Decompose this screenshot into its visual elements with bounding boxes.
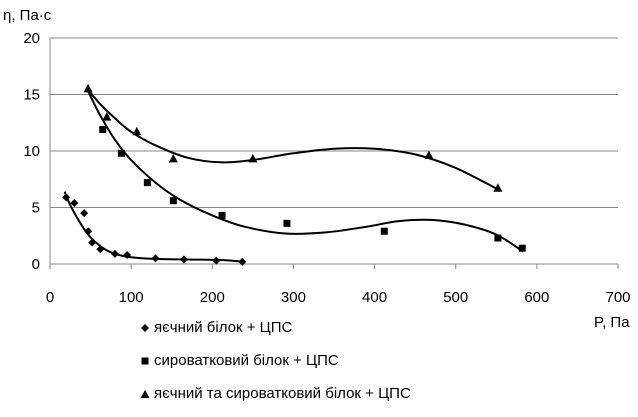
legend-label: яєчний білок + ЦПС [154, 319, 293, 336]
trendlines [63, 87, 524, 263]
x-tick-label: 400 [362, 289, 387, 306]
data-point-diamond [238, 257, 247, 266]
data-point-diamond [123, 250, 132, 259]
triangle-marker-icon [140, 390, 150, 398]
data-point-triangle [424, 150, 434, 160]
x-tick-label: 200 [200, 289, 225, 306]
x-axis-title: P, Па [594, 314, 630, 331]
data-point-diamond [96, 245, 105, 254]
data-point-square [117, 149, 125, 157]
data-point-diamond [110, 249, 119, 258]
legend-label: сироватковий білок + ЦПС [154, 352, 339, 369]
data-point-triangle [83, 83, 93, 93]
data-point-square [518, 244, 526, 252]
data-point-square [494, 234, 502, 242]
x-tick-label: 300 [281, 289, 306, 306]
x-tick-label: 0 [46, 289, 54, 306]
data-point-diamond [179, 255, 188, 264]
data-point-square [218, 211, 226, 219]
y-tick-label: 10 [23, 143, 40, 160]
square-marker-icon [141, 357, 149, 365]
data-point-diamond [70, 198, 79, 207]
data-point-triangle [132, 126, 142, 136]
y-tick-label: 20 [23, 30, 40, 47]
data-point-diamond [80, 209, 89, 218]
data-point-square [169, 197, 177, 205]
data-point-triangle [493, 183, 503, 192]
trendline-series-2 [85, 87, 499, 191]
legend-label: яєчний та сироватковий білок + ЦПС [154, 385, 411, 402]
data-point-diamond [88, 238, 97, 247]
axes [49, 38, 619, 269]
gridlines [50, 37, 618, 208]
y-tick-label: 15 [23, 87, 40, 104]
data-point-square [143, 179, 151, 187]
data-point-triangle [168, 153, 178, 163]
data-point-diamond [62, 193, 71, 202]
data-point-triangle [102, 112, 112, 121]
data-point-square [283, 219, 291, 227]
x-tick-label: 600 [524, 289, 549, 306]
diamond-marker-icon [141, 324, 149, 332]
x-tick-label: 500 [443, 289, 468, 306]
data-point-diamond [151, 254, 160, 263]
x-tick-label: 100 [119, 289, 144, 306]
trendline-series-0 [63, 191, 245, 263]
data-points [62, 83, 526, 266]
x-tick-label: 700 [605, 289, 630, 306]
y-axis-title: η, Па·с [3, 7, 52, 24]
data-point-diamond [84, 227, 93, 236]
data-point-square [99, 126, 107, 134]
data-point-square [380, 227, 388, 235]
y-tick-label: 0 [32, 256, 40, 273]
data-point-diamond [212, 256, 221, 265]
data-point-triangle [248, 153, 258, 163]
y-tick-label: 5 [32, 200, 40, 217]
